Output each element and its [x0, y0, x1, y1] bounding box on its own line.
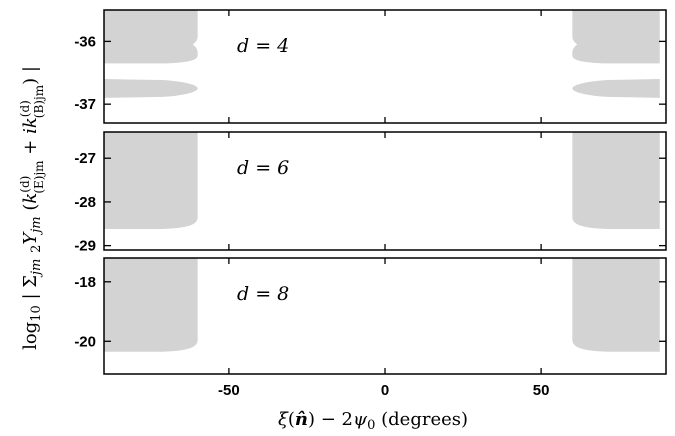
panel-2: -27 -28 -29 d = 6	[74, 132, 666, 255]
y-tick-label: -27	[74, 150, 96, 167]
y-tick-label: -28	[74, 194, 96, 211]
panel-1: -36 -37 d = 4	[74, 10, 666, 123]
x-tick-label: 0	[381, 382, 389, 399]
x-tick-label: -50	[218, 382, 240, 399]
y-axis-label: log10 | Σjm 2Yjm (k(d)(E)jm + ik(d)(B)jm…	[18, 66, 46, 350]
shaded-region-3	[572, 10, 659, 63]
x-tick-label: 50	[533, 382, 550, 399]
shaded-region-2	[572, 132, 659, 229]
x-axis-label: ξ(n̂) − 2ψ0 (degrees)	[278, 409, 468, 433]
shaded-region-4	[572, 79, 659, 98]
panels: -36 -37 d = 4 -27 -28 -29 d = 6 -18 -20 d = 8	[74, 10, 666, 374]
y-tick-label: -18	[74, 274, 96, 291]
y-tick-label: -29	[74, 238, 96, 255]
panel-label: d = 6	[237, 157, 289, 179]
y-tick-label: -37	[74, 96, 96, 113]
panel-3: -18 -20 d = 8	[74, 258, 666, 374]
shaded-region-1	[104, 258, 198, 352]
panel-label: d = 4	[237, 35, 289, 57]
y-tick-label: -36	[74, 33, 96, 50]
shaded-region-2	[572, 258, 659, 352]
shaded-region-2	[104, 79, 198, 98]
panel-label: d = 8	[237, 283, 289, 305]
x-axis: -50 0 50	[218, 382, 549, 399]
shaded-region-1	[104, 132, 198, 229]
shaded-region-1	[104, 10, 198, 63]
y-tick-label: -20	[74, 333, 96, 350]
